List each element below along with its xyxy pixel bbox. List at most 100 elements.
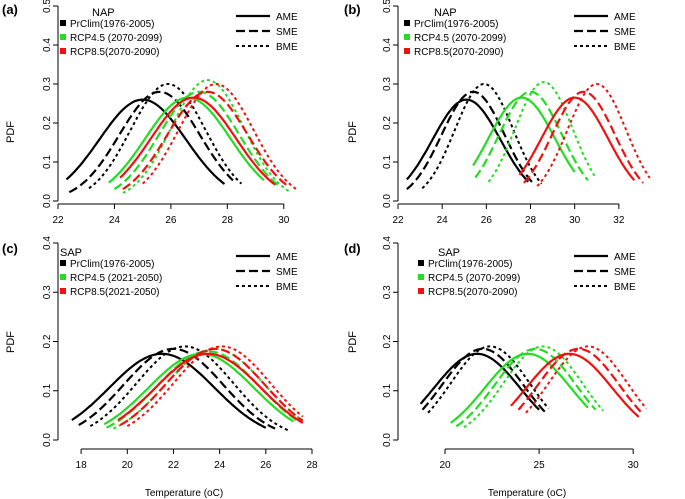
- y-tick-label: 0.4: [42, 236, 53, 250]
- legend-swatch: [418, 274, 424, 280]
- x-tick-label: 28: [525, 215, 537, 226]
- pdf-curve-rcp85-ame: [117, 352, 304, 424]
- x-tick-label: 30: [278, 215, 290, 226]
- legend-swatch: [60, 20, 66, 26]
- pdf-curve-rcp85-bme: [525, 345, 648, 414]
- x-axis-label: Temperature (oC): [145, 488, 223, 499]
- x-tick-label: 26: [481, 215, 493, 226]
- y-tick-label: 0.3: [42, 285, 53, 299]
- panel-d: (d) PDF SAP Temperature (oC) 0.0 0.1 0.2 0.…: [344, 236, 648, 499]
- pdf-curve-rcp45-bme: [463, 345, 604, 429]
- legend-series-label: PrClim(1976-2005): [70, 19, 154, 30]
- legend-series-label: RCP4.5 (2070-2099): [428, 273, 520, 284]
- legend-model-label: SME: [276, 27, 298, 38]
- x-tick-label: 26: [165, 215, 177, 226]
- region-label: SAP: [438, 247, 460, 259]
- legend-model-label: AME: [276, 252, 298, 263]
- y-tick-label: 0.0: [42, 194, 53, 208]
- pdf-curve-prclim-bme: [421, 83, 543, 190]
- y-axis-label: PDF: [347, 121, 359, 143]
- legend-series-label: RCP4.5 (2070-2099): [70, 33, 162, 44]
- y-tick-label: 0.1: [382, 383, 393, 397]
- legend-model-label: AME: [276, 12, 298, 23]
- legend-model-label: BME: [276, 282, 298, 293]
- x-tick-label: 20: [122, 460, 134, 471]
- panel-a: (a) PDF NAP 0.0 0.1 0.2 0.3 0.4 0.5 22 24 26 28 30…: [2, 0, 299, 226]
- legend-swatch: [60, 288, 66, 294]
- y-tick-label: 0.4: [382, 38, 393, 52]
- y-tick-label: 0.0: [42, 433, 53, 447]
- legend-swatch: [60, 260, 66, 266]
- legend-swatch: [60, 48, 66, 54]
- legend-series-label: PrClim(1976-2005): [414, 19, 498, 30]
- pdf-curve-prclim-bme: [89, 345, 290, 432]
- x-tick-label: 26: [260, 460, 272, 471]
- y-tick-label: 0.4: [382, 236, 393, 250]
- panel-label: (d): [344, 241, 361, 256]
- pdf-curve-rcp85-bme: [126, 345, 304, 427]
- y-tick-label: 0.2: [42, 116, 53, 130]
- legend-swatch: [60, 274, 66, 280]
- y-tick-label: 0.4: [42, 38, 53, 52]
- pdf-curve-rcp45-bme: [487, 81, 596, 183]
- legend-series-label: RCP8.5(2021-2050): [70, 287, 160, 298]
- x-tick-label: 32: [613, 215, 625, 226]
- pdf-curve-prclim-sme: [406, 90, 534, 190]
- legend-model-label: SME: [614, 27, 636, 38]
- y-tick-label: 0.0: [382, 194, 393, 208]
- pdf-curve-rcp45-sme: [113, 90, 282, 191]
- pdf-curve-rcp45-ame: [472, 96, 576, 173]
- y-tick-label: 0.3: [382, 285, 393, 299]
- legend-swatch: [404, 48, 410, 54]
- pdf-curve-rcp45-sme: [474, 90, 589, 181]
- y-tick-label: 0.2: [42, 334, 53, 348]
- pdf-curve-rcp85-sme: [517, 347, 644, 415]
- pdf-curve-prclim-sme: [78, 347, 276, 430]
- pdf-curve-rcp85-ame: [510, 352, 640, 418]
- pdf-curve-prclim-ame: [419, 352, 540, 411]
- x-tick-label: 22: [392, 215, 404, 226]
- legend-model-label: BME: [614, 282, 636, 293]
- pdf-curve-prclim-ame: [405, 98, 530, 183]
- x-tick-label: 28: [306, 460, 318, 471]
- x-tick-label: 28: [222, 215, 234, 226]
- panel-label: (a): [2, 2, 18, 17]
- y-tick-label: 0.0: [382, 433, 393, 447]
- y-tick-label: 0.2: [382, 116, 393, 130]
- pdf-curve-rcp85-sme: [523, 90, 645, 184]
- region-label: NAP: [434, 7, 457, 19]
- legend-model-label: AME: [614, 252, 636, 263]
- x-tick-label: 22: [168, 460, 180, 471]
- pdf-curve-prclim-sme: [421, 347, 546, 413]
- legend-series-label: RCP8.5(2070-2090): [70, 47, 160, 58]
- x-tick-label: 24: [437, 215, 449, 226]
- pdf-curve-prclim-ame: [71, 352, 267, 429]
- legend-model-label: AME: [614, 12, 636, 23]
- y-tick-label: 0.5: [42, 0, 53, 13]
- x-tick-label: 24: [214, 460, 226, 471]
- legend-series-label: PrClim(1976-2005): [428, 259, 512, 270]
- x-tick-label: 30: [569, 215, 581, 226]
- pdf-curve-prclim-bme: [427, 345, 550, 414]
- region-label: NAP: [92, 7, 115, 19]
- pdf-curve-rcp85-ame: [518, 96, 636, 182]
- x-tick-label: 25: [534, 460, 546, 471]
- legend-swatch: [60, 34, 66, 40]
- y-tick-label: 0.1: [42, 155, 53, 169]
- panel-label: (b): [344, 2, 361, 17]
- legend-series-label: RCP4.5 (2021-2050): [70, 273, 162, 284]
- legend-swatch: [404, 20, 410, 26]
- legend-model-label: SME: [614, 267, 636, 278]
- y-tick-label: 0.1: [42, 383, 53, 397]
- legend-series-label: RCP8.5(2070-2090): [428, 287, 518, 298]
- region-label: SAP: [60, 247, 82, 259]
- y-axis-label: PDF: [5, 121, 17, 143]
- y-tick-label: 0.3: [42, 77, 53, 91]
- legend-model-label: BME: [614, 42, 636, 53]
- y-axis-label: PDF: [347, 331, 359, 353]
- x-tick-label: 30: [628, 460, 640, 471]
- y-axis-label: PDF: [5, 331, 17, 353]
- pdf-curve-rcp85-sme: [122, 90, 288, 191]
- legend-model-label: SME: [276, 267, 298, 278]
